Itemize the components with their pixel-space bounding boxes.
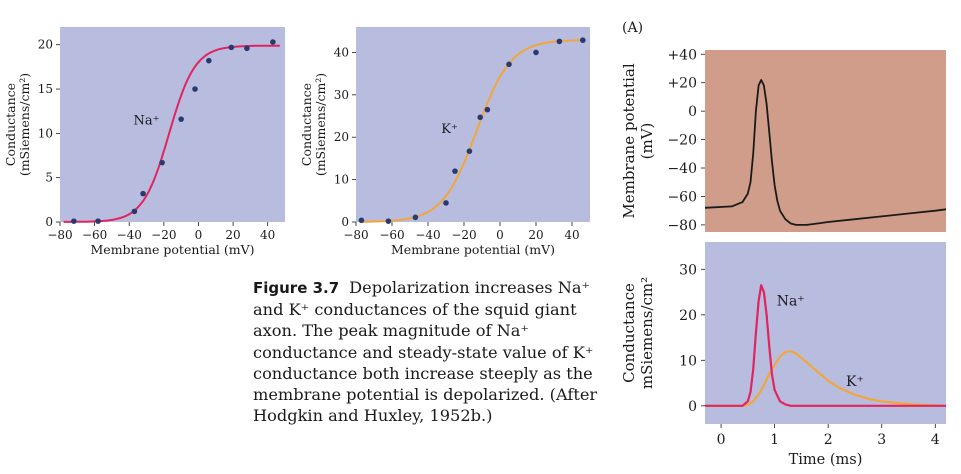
fit-curve	[359, 39, 585, 223]
x-tick-label: −40	[117, 228, 142, 242]
x-tick-label: −40	[415, 228, 440, 242]
y-tick-label: 15	[38, 82, 53, 96]
x-tick-label: 0	[195, 228, 203, 242]
y-axis-label-line2: (mSiemens/cm²)	[17, 73, 32, 176]
y-tick-label: +20	[667, 76, 697, 92]
data-point	[228, 44, 235, 51]
plot-area	[705, 50, 946, 232]
figure-caption: Figure 3.7 Depolarization increases Na⁺ a…	[253, 277, 608, 426]
k-conductance-line	[705, 350, 947, 407]
y-tick-label: 0	[45, 215, 53, 229]
y-tick-label: 20	[38, 38, 53, 52]
y-tick-label: −20	[667, 133, 697, 149]
ion-label: Na⁺	[134, 114, 160, 129]
y-tick-label: 30	[334, 88, 349, 102]
plot-area	[705, 242, 946, 424]
data-point	[358, 217, 365, 224]
x-tick-label: 2	[824, 432, 833, 448]
x-tick-label: 0	[717, 432, 726, 448]
y-tick-label: 0	[341, 215, 349, 229]
data-point	[477, 114, 484, 121]
y-tick-label: −60	[667, 189, 697, 205]
data-point	[192, 86, 198, 92]
series-label: Na⁺	[777, 294, 805, 310]
y-tick-label: 0	[688, 399, 697, 415]
y-tick-label: 5	[45, 171, 53, 185]
data-point	[270, 39, 276, 45]
y-tick-label: −80	[667, 218, 697, 234]
data-point	[71, 218, 77, 224]
data-point	[533, 49, 539, 56]
data-point	[466, 148, 473, 155]
x-axis-label: Membrane potential (mV)	[91, 242, 255, 257]
y-axis-label-line2: (mSiemens/cm²)	[313, 73, 328, 176]
data-point	[244, 45, 250, 52]
x-tick-label: 4	[931, 432, 940, 448]
y-axis-label-line1: Conductance	[3, 83, 18, 166]
x-tick-label: −20	[151, 228, 176, 242]
x-tick-label: −60	[82, 228, 107, 242]
y-tick-label: +40	[667, 47, 697, 63]
x-tick-label: 40	[564, 228, 579, 242]
y-tick-label: 10	[679, 353, 697, 369]
ion-label: K⁺	[441, 122, 458, 137]
x-tick-label: −80	[343, 228, 368, 242]
data-point	[452, 168, 458, 174]
figure-label: Figure 3.7	[253, 279, 340, 297]
x-tick-label: −80	[47, 228, 72, 242]
data-point	[95, 218, 101, 224]
data-point	[556, 38, 563, 45]
y-axis-label-line1: Conductance	[620, 283, 638, 383]
x-tick-label: 3	[877, 432, 886, 448]
y-tick-label: 0	[688, 104, 697, 120]
data-point	[443, 200, 449, 206]
x-tick-label: 1	[770, 432, 779, 448]
x-axis-label: Time (ms)	[789, 452, 863, 468]
series-label: K⁺	[846, 374, 864, 390]
x-tick-label: 40	[260, 228, 275, 242]
y-tick-label: 40	[334, 45, 349, 59]
y-tick-label: 10	[38, 126, 53, 140]
x-tick-label: −20	[451, 228, 476, 242]
y-tick-label: 20	[334, 130, 349, 144]
na-conductance-line	[705, 284, 946, 407]
data-point	[506, 61, 512, 68]
plot-area	[356, 27, 590, 222]
y-axis-label-line2: (mV)	[638, 123, 656, 160]
y-tick-label: −40	[667, 161, 697, 177]
y-tick-label: 10	[334, 173, 349, 187]
x-tick-label: 20	[528, 228, 543, 242]
y-tick-label: 30	[679, 262, 697, 278]
data-point	[131, 208, 138, 215]
data-point	[159, 159, 165, 166]
voltage-trace	[704, 79, 947, 226]
data-point	[206, 57, 212, 64]
data-point	[580, 37, 586, 43]
x-tick-label: 20	[225, 228, 240, 242]
conductance-time-chart: 0 1 2 3 4 30 20 10 0 Time (ms) Conductance mSiemens…	[620, 242, 947, 468]
x-tick-label: 0	[496, 228, 504, 242]
data-point	[484, 106, 491, 113]
data-point	[178, 116, 184, 122]
panel-label: (A)	[622, 20, 643, 36]
x-tick-label: −60	[379, 228, 404, 242]
y-tick-label: 20	[679, 308, 697, 324]
k-conductance-chart: −80 −60 −40 −20 0 20 40 0 10 20 30 40 Membrane poten…	[299, 27, 590, 257]
y-axis-label-line2: mSiemens/cm²	[638, 277, 656, 389]
y-axis-label-line1: Conductance	[299, 83, 314, 166]
y-axis-label-line1: Membrane potential	[620, 63, 638, 218]
data-point	[412, 214, 419, 221]
membrane-potential-chart: (A) +40 +20 0 −20 −40 −60 −80 Membrane potential…	[620, 20, 947, 234]
caption-text: Depolarization increases Na⁺ and K⁺ cond…	[253, 278, 598, 426]
data-point	[140, 190, 146, 197]
x-axis-label: Membrane potential (mV)	[391, 242, 555, 257]
data-point	[385, 218, 392, 224]
